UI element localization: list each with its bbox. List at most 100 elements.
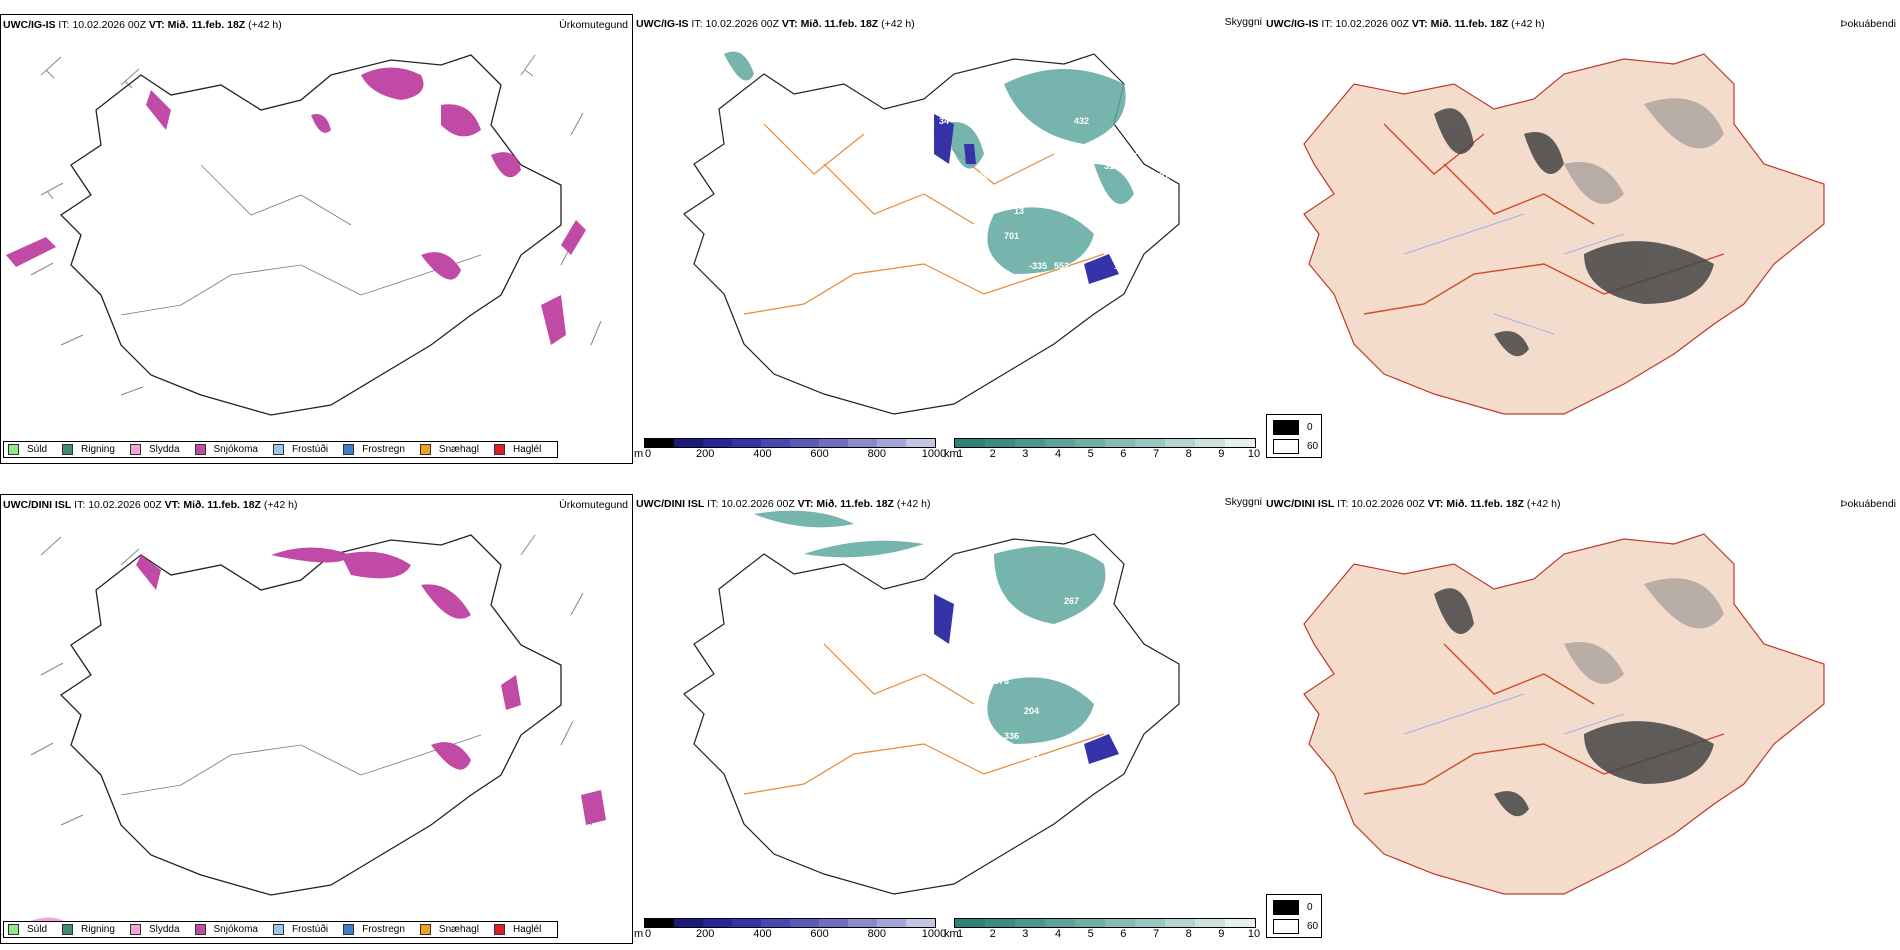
visibility-value-label: 13 [1014,206,1024,216]
legend-label: Frostúði [291,924,329,935]
visibility-value-label: -335 [1029,261,1047,271]
precip-legend-item: Frostregn [343,444,405,455]
precip-legend-item: Rigning [62,444,115,455]
colorbar-segment [1225,919,1255,927]
colorbar-segment [877,919,906,927]
precip-legend-item: Slydda [129,444,180,455]
legend-label: Frostregn [362,444,405,455]
legend-swatch [272,444,284,455]
legend-label: Snjókoma [213,924,258,935]
colorbar-segment [906,439,935,447]
precip-legend: Súld Rigning Slydda Snjókoma Frostúði Frostre… [3,441,559,458]
colorbar-tick: 2 [989,448,996,460]
colorbar-segment [985,439,1015,447]
colorbar-segment [848,919,877,927]
colorbar-tick: 4 [1054,448,1062,460]
colorbar-tick: 400 [753,448,772,460]
colorbar-tick: 200 [696,928,715,940]
colorbar-segment [819,919,848,927]
fog-legend: 0 60 [1266,894,1322,938]
colorbar-tick: 6 [1120,928,1127,940]
legend-label: Snjókoma [213,444,258,455]
colorbar-segment [1135,439,1165,447]
legend-label: Haglél [512,924,542,935]
precip-legend-item: Snjókoma [194,924,258,935]
fog-swatch [1273,919,1299,934]
panel-title: Skyggni [1224,496,1262,508]
fog-index-panel-row1: UWC/IG-IS IT: 10.02.2026 00Z VT: Mið. 11… [1264,14,1900,464]
legend-swatch [493,444,505,455]
colorbar-tick: 800 [867,448,886,460]
colorbar-segment [703,919,732,927]
colorbar-tick: 4 [1054,928,1062,940]
precip-legend-item: Súld [8,924,47,935]
colorbar-unit: km [944,448,959,460]
fog-index-panel-row2: UWC/DINI ISL IT: 10.02.2026 00Z VT: Mið.… [1264,494,1900,944]
visibility-value-label: 191 [1144,626,1159,636]
legend-swatch [419,444,431,455]
visibility-value-label: 37 [1154,701,1164,711]
precip-legend-item: Snæhagl [419,444,479,455]
precip-legend-item: Haglél [493,444,542,455]
precip-legend-item: Rigning [62,924,115,935]
legend-swatch [272,924,284,935]
precip-legend-item: Snæhagl [419,924,479,935]
legend-swatch [343,444,355,455]
colorbar-tick: 0 [644,448,652,460]
colorbar-tick: 5 [1087,448,1094,460]
panel-header: UWC/DINI ISL IT: 10.02.2026 00Z VT: Mið.… [3,499,298,511]
legend-swatch [62,924,74,935]
panel-header: UWC/DINI ISL IT: 10.02.2026 00Z VT: Mið.… [1266,498,1561,510]
colorbar-segment [645,439,674,447]
panel-header: UWC/IG-IS IT: 10.02.2026 00Z VT: Mið. 11… [3,19,282,31]
colorbar-unit: m [634,928,644,940]
legend-label: Súld [27,924,48,935]
colorbar-tick: 1000 [921,928,947,940]
colorbar-segment [906,919,935,927]
colorbar-strip [644,438,936,448]
colorbar-segment [1165,439,1195,447]
precip-legend-item: Frostregn [343,924,405,935]
colorbar-segment [819,439,848,447]
precip-legend-item: Frostúði [272,924,329,935]
colorbar-tick: 0 [644,928,652,940]
colorbar-segment [674,439,703,447]
colorbar-segment [1165,919,1195,927]
visibility-value-label: 336 [1004,731,1019,741]
colorbar-segment [848,439,877,447]
colorbar-segment [1105,439,1135,447]
legend-swatch [194,444,206,455]
colorbar-segment [761,439,790,447]
colorbar-segment [1015,439,1045,447]
colorbar-tick: 400 [753,928,772,940]
precip-type-map [6,54,602,416]
visibility-value-label: 202 [979,171,994,181]
colorbar-tick: 7 [1152,448,1160,460]
panel-header: UWC/IG-IS IT: 10.02.2026 00Z VT: Mið. 11… [636,18,915,30]
colorbar-tick: 5 [1087,928,1094,940]
precip-legend-item: Snjókoma [194,444,258,455]
colorbar-segment [790,439,819,447]
visibility-value-label: 432 [1074,116,1089,126]
colorbar-tick: 200 [696,448,715,460]
colorbar-segment [1075,439,1105,447]
legend-label: Haglél [512,444,542,455]
colorbar-tick: 9 [1218,448,1225,460]
panel-title: Úrkomutegund [559,19,628,31]
colorbar-tick: 1000 [921,448,947,460]
colorbar-segment [1045,919,1075,927]
colorbar-tick: 600 [810,928,829,940]
colorbar-segment [790,919,819,927]
visibility-value-label: 122 [1114,756,1129,766]
visibility-value-label: 128 [1114,261,1129,271]
colorbar-segment [1045,439,1075,447]
legend-label: Snæhagl [438,924,479,935]
precip-legend-item: Slydda [129,924,180,935]
legend-label: Rigning [81,924,115,935]
visibility-value-label: 25 [1024,771,1034,781]
colorbar-segment [1075,919,1105,927]
colorbar-tick: 10 [1247,928,1261,940]
visibility-map: 432 157 310 491 34 202 13 701 -335 552 128 316 16 [683,51,1180,415]
visibility-value-label: 267 [1064,596,1079,606]
legend-swatch [343,924,355,935]
